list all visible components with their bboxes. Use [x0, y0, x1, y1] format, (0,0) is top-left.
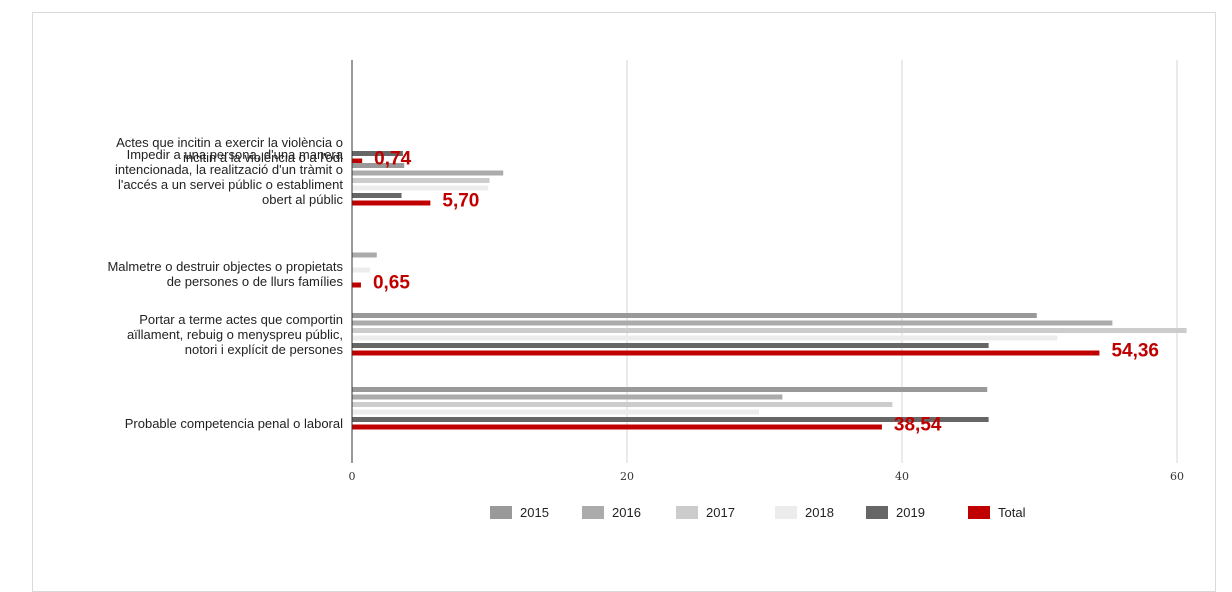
category-label-2-line-0: Malmetre o destruir objectes o propietat…	[107, 259, 343, 274]
legend-label-2015: 2015	[520, 505, 549, 520]
legend: 2015 2016 2017 2018 2019 Total	[490, 505, 1026, 520]
category-label-3-line-1: aïllament, rebuig o menyspreu públic,	[127, 327, 343, 342]
legend-swatch-2016	[582, 506, 604, 519]
category-label-0-line-0: Actes que incitin a exercir la violència…	[116, 135, 343, 150]
bar-2016-cat-1	[352, 170, 504, 176]
x-tick-labels: 0 20 40 60	[349, 470, 1185, 483]
category-label-3-line-0: Portar a terme actes que comportin	[139, 312, 343, 327]
legend-label-total: Total	[998, 505, 1026, 520]
bar-2015-cat-1	[352, 163, 405, 168]
bar-2018-cat-4	[352, 409, 759, 415]
total-value-label-3: 54,36	[1111, 341, 1159, 362]
total-value-label-2: 0,65	[373, 273, 410, 294]
legend-swatch-2015	[490, 506, 512, 519]
x-tick-60: 60	[1170, 470, 1184, 483]
bar-2017-cat-3	[352, 328, 1187, 333]
category-label-1-line-0: Impedir a una persona, d'una manera	[127, 147, 344, 162]
category-labels: Actes que incitin a exercir la violència…	[107, 135, 343, 431]
legend-label-2018: 2018	[805, 505, 834, 520]
total-value-label-0: 0,74	[374, 149, 411, 170]
total-value-label-4: 38,54	[894, 415, 942, 436]
bar-2018-cat-3	[352, 335, 1058, 341]
legend-swatch-2017	[676, 506, 698, 519]
total-value-label-1: 5,70	[442, 191, 479, 212]
bar-2019-cat-4	[352, 417, 989, 422]
bar-2015-cat-4	[352, 387, 988, 392]
bar-2019-cat-1	[352, 193, 402, 198]
legend-label-2019: 2019	[896, 505, 925, 520]
bar-total-cat-0	[352, 158, 363, 164]
bar-total-cat-3	[352, 350, 1100, 356]
bar-total-cat-1	[352, 200, 431, 206]
bar-2016-cat-2	[352, 252, 377, 258]
bar-2017-cat-1	[352, 178, 490, 183]
category-label-1-line-3: obert al públic	[262, 192, 343, 207]
category-label-3-line-2: notori i explícit de persones	[185, 342, 344, 357]
category-label-2-line-1: de persones o de llurs famílies	[167, 274, 344, 289]
category-label-1-line-2: l'accés a un servei públic o establiment	[118, 177, 343, 192]
bars	[352, 151, 1187, 430]
bar-2018-cat-2	[352, 267, 370, 273]
bar-total-cat-2	[352, 282, 361, 288]
category-label-0-line-1: incitin a la violència o a l'odi	[183, 150, 343, 165]
category-label-4-line-0: Probable competencia penal o laboral	[125, 416, 343, 431]
x-tick-40: 40	[895, 470, 909, 483]
bar-2019-cat-0	[352, 151, 403, 156]
bar-2018-cat-1	[352, 185, 489, 191]
bar-2016-cat-4	[352, 394, 783, 400]
bar-2017-cat-4	[352, 402, 893, 407]
bar-total-cat-4	[352, 424, 882, 430]
legend-swatch-2019	[866, 506, 888, 519]
legend-label-2016: 2016	[612, 505, 641, 520]
bar-2015-cat-3	[352, 313, 1037, 318]
horizontal-bar-chart: Actes que incitin a exercir la violència…	[107, 60, 1187, 520]
category-label-1-line-1: intencionada, la realització d'un tràmit…	[115, 162, 343, 177]
x-tick-20: 20	[620, 470, 634, 483]
total-value-labels: 0,74 5,70 0,65 54,36 38,54	[373, 149, 1159, 436]
legend-swatch-total	[968, 506, 990, 519]
chart-frame: Actes que incitin a exercir la violència…	[32, 12, 1216, 592]
bar-2019-cat-3	[352, 343, 989, 348]
bar-2016-cat-3	[352, 320, 1113, 326]
legend-label-2017: 2017	[706, 505, 735, 520]
x-tick-0: 0	[349, 470, 356, 483]
legend-swatch-2018	[775, 506, 797, 519]
